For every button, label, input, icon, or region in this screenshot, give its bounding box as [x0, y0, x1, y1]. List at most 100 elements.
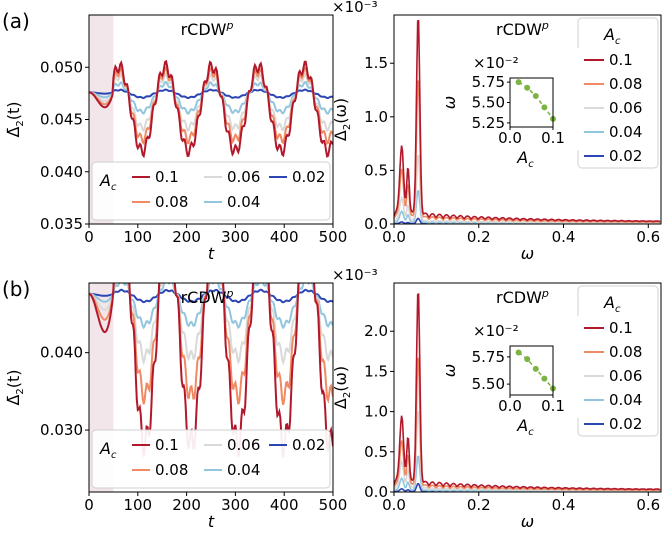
x-tick-label: 0 — [84, 496, 94, 514]
axes-frame — [393, 14, 662, 225]
panel-a-right: 0.0 0.2 0.4 0.6 0.0 0.5 1.0 1.5 ×10⁻³ rCDWp ω Δ2(ω)… — [331, 0, 662, 263]
inset-point — [524, 84, 531, 91]
series-line-0.04 — [394, 190, 661, 224]
series-line-0.08 — [394, 357, 661, 492]
y-tick-label: 1.0 — [364, 403, 388, 421]
legend-label-0.08: 0.08 — [609, 343, 642, 361]
legend-label-0.08: 0.08 — [155, 193, 188, 211]
y-tick-label: 0.5 — [364, 443, 388, 461]
legend-label-0.04: 0.04 — [609, 391, 642, 409]
legend-label-0.1: 0.1 — [155, 436, 179, 454]
y-tick-label: 0.0 — [364, 215, 388, 233]
x-tick-label: 400 — [270, 496, 299, 514]
x-tick-label: 0 — [84, 228, 94, 246]
legend-label-0.06: 0.06 — [227, 168, 260, 186]
x-tick-label: 0.0 — [382, 228, 406, 246]
legend-label-0.08: 0.08 — [155, 461, 188, 479]
inset-point — [524, 356, 531, 363]
legend-label-0.08: 0.08 — [609, 75, 642, 93]
inset-y-tick-label: 5.75 — [472, 73, 505, 91]
legend: Ac 0.1 0.08 0.06 0.04 0.02 — [577, 285, 659, 437]
legend-label-0.06: 0.06 — [227, 436, 260, 454]
x-tick-label: 500 — [319, 496, 348, 514]
x-axis-label: t — [208, 244, 215, 263]
legend: Ac 0.1 0.08 0.06 0.04 0.02 — [577, 17, 659, 169]
inset-y-tick-label: 5.50 — [472, 94, 505, 112]
inset-y-tick-label: 5.25 — [472, 114, 505, 132]
y-axis-label: Δ̄2(t) — [4, 369, 26, 405]
legend-label-0.1: 0.1 — [609, 51, 633, 69]
inset-point — [532, 365, 539, 372]
inset-multiplier: ×10⁻² — [473, 322, 519, 340]
y-tick-label: 0.050 — [40, 58, 83, 76]
legend-label-0.02: 0.02 — [292, 168, 325, 186]
x-tick-label: 0.4 — [552, 496, 576, 514]
x-tick-label: 0.4 — [552, 228, 576, 246]
y-tick-label: 2.0 — [364, 322, 388, 340]
inset-x-tick-label: 0.1 — [541, 397, 565, 415]
x-tick-label: 0.2 — [467, 228, 491, 246]
chart-title: rCDWp — [496, 19, 549, 39]
series-group — [89, 283, 333, 458]
series-line-0.1 — [89, 283, 333, 458]
x-axis-label: ω — [521, 244, 534, 263]
inset-y-label: ω — [440, 364, 459, 377]
x-tick-label: 500 — [319, 228, 348, 246]
y-axis-label: Δ̄2(t) — [4, 101, 26, 137]
legend-label-0.1: 0.1 — [609, 319, 633, 337]
legend-label-0.04: 0.04 — [227, 461, 260, 479]
inset-x-tick-label: 0.0 — [498, 129, 522, 147]
axis-multiplier: ×10⁻³ — [332, 0, 378, 16]
panel-b-right: 0.0 0.2 0.4 0.6 0.0 0.5 1.0 1.5 2.0 ×10⁻³ rCDWp ω Δ2… — [331, 266, 662, 531]
axes-frame — [393, 282, 662, 493]
x-tick-label: 0.2 — [467, 496, 491, 514]
x-tick-label: 0.0 — [382, 496, 406, 514]
panel-a-left: 0 100 200 300 400 500 0.035 0.040 0.045 0.050 rCDW… — [2, 9, 347, 263]
inset-x-label: Ac — [516, 416, 534, 438]
x-tick-label: 400 — [270, 228, 299, 246]
y-tick-label: 0.045 — [40, 111, 83, 129]
inset-point — [515, 79, 522, 86]
chart-title: rCDWp — [181, 19, 234, 39]
panel-b-left: 0 100 200 300 400 500 0.030 0.040 rCDWp t Δ̄2(t) Ac… — [2, 277, 348, 531]
chart-title: rCDWp — [496, 287, 549, 307]
legend-title: Ac — [99, 171, 117, 193]
x-tick-label: 300 — [221, 228, 250, 246]
series-line-0.1 — [394, 293, 661, 491]
inset-frame — [509, 345, 554, 396]
y-axis-label: Δ2(ω) — [331, 366, 353, 409]
x-axis-label: t — [208, 512, 215, 531]
y-tick-label: 0.040 — [40, 163, 83, 181]
series-line-0.1 — [89, 59, 333, 159]
inset: 0.0 0.1 5.50 5.75 ×10⁻² Ac ω — [440, 316, 580, 438]
inset-background — [450, 48, 580, 150]
y-tick-label: 0.0 — [364, 483, 388, 501]
inset-x-tick-label: 0.0 — [498, 397, 522, 415]
inset-point — [541, 104, 548, 111]
legend: Ac 0.1 0.08 0.06 0.04 0.02 — [91, 161, 331, 221]
x-tick-label: 100 — [123, 228, 152, 246]
axis-multiplier: ×10⁻³ — [332, 266, 378, 284]
axes-frame — [88, 282, 334, 493]
legend-label-0.06: 0.06 — [609, 367, 642, 385]
inset-point — [515, 349, 522, 356]
chart-title: rCDWp — [181, 287, 234, 307]
inset-background — [450, 316, 580, 418]
legend-label-0.02: 0.02 — [292, 436, 325, 454]
y-tick-label: 0.035 — [40, 215, 83, 233]
inset-point — [541, 375, 548, 382]
x-tick-label: 100 — [123, 496, 152, 514]
inset-x-label: Ac — [516, 148, 534, 170]
y-axis-label: Δ2(ω) — [331, 98, 353, 141]
legend-label-0.02: 0.02 — [609, 147, 642, 165]
inset-point — [532, 92, 539, 99]
legend-label-0.04: 0.04 — [227, 193, 260, 211]
series-group — [89, 59, 333, 159]
x-tick-label: 200 — [172, 228, 201, 246]
legend-title: Ac — [603, 25, 621, 47]
inset-y-label: ω — [440, 96, 459, 109]
inset-x-tick-label: 0.1 — [541, 129, 565, 147]
legend: Ac 0.1 0.08 0.06 0.04 0.02 — [91, 429, 331, 489]
y-tick-label: 0.5 — [364, 161, 388, 179]
